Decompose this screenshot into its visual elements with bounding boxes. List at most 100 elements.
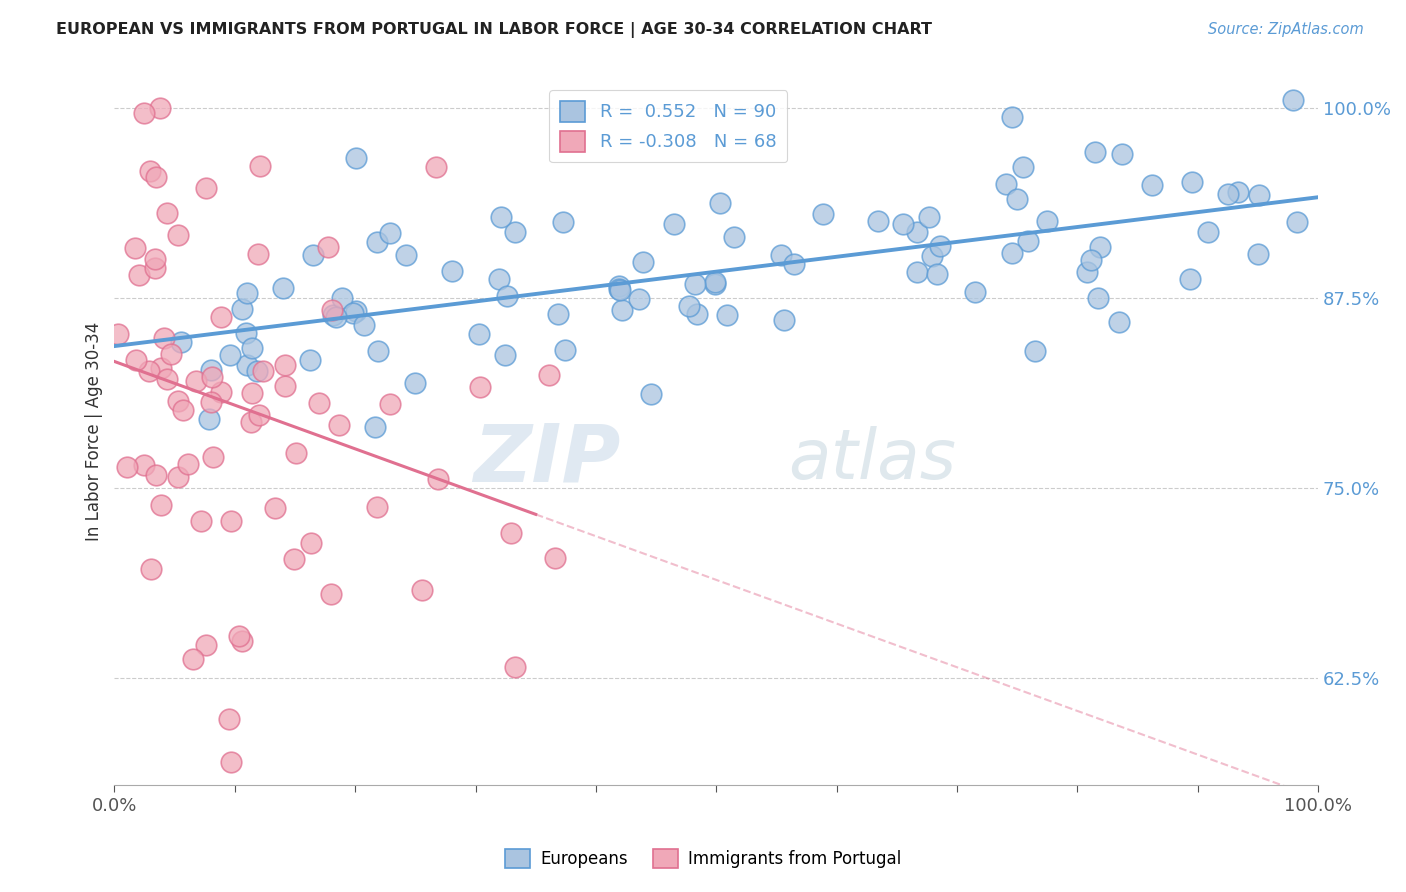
- Point: [332, 291, 354, 305]
- Point: [200, 395, 222, 409]
- Point: [321, 303, 343, 318]
- Point: [271, 281, 294, 295]
- Point: [132, 106, 155, 120]
- Point: [783, 257, 806, 271]
- Point: [184, 374, 207, 388]
- Point: [319, 586, 342, 600]
- Point: [139, 164, 162, 178]
- Point: [917, 210, 939, 224]
- Point: [709, 196, 731, 211]
- Point: [149, 101, 172, 115]
- Point: [811, 207, 834, 221]
- Point: [195, 181, 218, 195]
- Point: [426, 472, 449, 486]
- Point: [1024, 344, 1046, 359]
- Point: [1108, 315, 1130, 329]
- Point: [468, 380, 491, 394]
- Point: [202, 450, 225, 464]
- Point: [318, 240, 340, 254]
- Point: [395, 248, 418, 262]
- Point: [274, 358, 297, 372]
- Point: [631, 255, 654, 269]
- Point: [246, 364, 269, 378]
- Point: [117, 460, 139, 475]
- Point: [143, 260, 166, 275]
- Point: [1087, 291, 1109, 305]
- Y-axis label: In Labor Force | Age 30-34: In Labor Force | Age 30-34: [86, 321, 103, 541]
- Point: [190, 514, 212, 528]
- Point: [553, 215, 575, 229]
- Point: [1181, 176, 1204, 190]
- Point: [353, 318, 375, 332]
- Point: [145, 467, 167, 482]
- Point: [156, 371, 179, 385]
- Point: [299, 352, 322, 367]
- Point: [1084, 145, 1107, 160]
- Point: [183, 652, 205, 666]
- Point: [367, 344, 389, 359]
- Point: [1216, 187, 1239, 202]
- Point: [704, 277, 727, 291]
- Point: [167, 393, 190, 408]
- Point: [344, 151, 367, 165]
- Point: [201, 370, 224, 384]
- Point: [166, 469, 188, 483]
- Point: [1111, 146, 1133, 161]
- Point: [664, 218, 686, 232]
- Point: [132, 458, 155, 473]
- Text: ZIP: ZIP: [472, 420, 620, 499]
- Point: [218, 348, 240, 362]
- Point: [703, 276, 725, 290]
- Point: [640, 387, 662, 401]
- Point: [1001, 245, 1024, 260]
- Point: [378, 226, 401, 240]
- Point: [363, 420, 385, 434]
- Point: [159, 347, 181, 361]
- Point: [1282, 93, 1305, 107]
- Point: [503, 225, 526, 239]
- Point: [308, 396, 330, 410]
- Point: [685, 307, 707, 321]
- Point: [1017, 235, 1039, 249]
- Point: [240, 386, 263, 401]
- Point: [218, 712, 240, 726]
- Point: [678, 299, 700, 313]
- Point: [378, 397, 401, 411]
- Point: [425, 160, 447, 174]
- Point: [264, 501, 287, 516]
- Point: [247, 247, 270, 261]
- Point: [366, 235, 388, 249]
- Point: [166, 227, 188, 242]
- Point: [283, 551, 305, 566]
- Point: [145, 169, 167, 184]
- Point: [537, 368, 560, 382]
- Point: [1090, 240, 1112, 254]
- Point: [328, 417, 350, 432]
- Point: [221, 515, 243, 529]
- Point: [1227, 185, 1250, 199]
- Point: [1247, 188, 1270, 202]
- Point: [1007, 192, 1029, 206]
- Point: [249, 159, 271, 173]
- Point: [488, 271, 510, 285]
- Point: [905, 265, 928, 279]
- Point: [468, 327, 491, 342]
- Point: [239, 415, 262, 429]
- Point: [1247, 247, 1270, 261]
- Point: [240, 341, 263, 355]
- Point: [236, 286, 259, 301]
- Point: [893, 217, 915, 231]
- Point: [505, 660, 527, 674]
- Point: [153, 330, 176, 344]
- Point: [252, 364, 274, 378]
- Point: [150, 360, 173, 375]
- Point: [346, 304, 368, 318]
- Point: [170, 334, 193, 349]
- Point: [1180, 272, 1202, 286]
- Point: [195, 638, 218, 652]
- Point: [547, 307, 569, 321]
- Point: [544, 550, 567, 565]
- Point: [441, 263, 464, 277]
- Point: [995, 177, 1018, 191]
- Point: [342, 306, 364, 320]
